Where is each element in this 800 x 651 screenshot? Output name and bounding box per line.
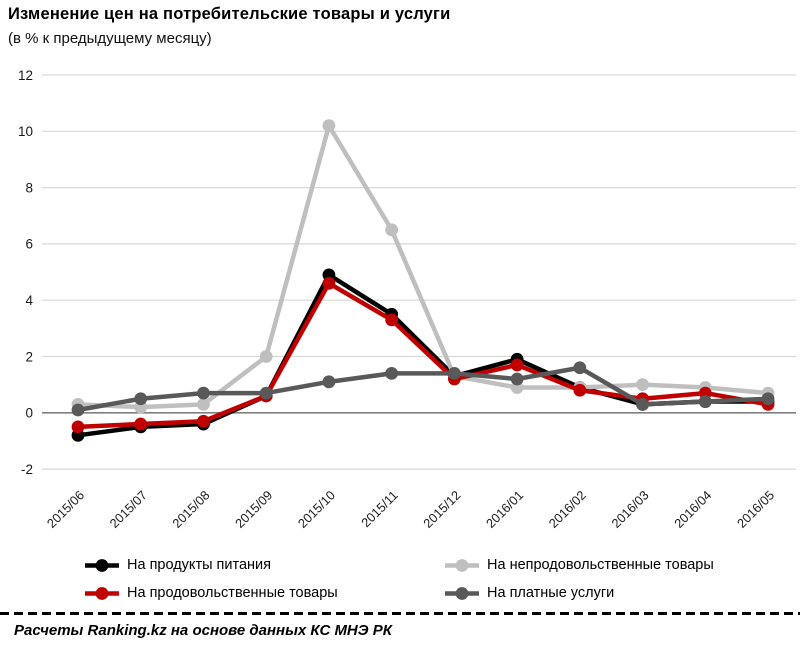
series-line-3 — [75, 365, 771, 413]
x-axis-label: 2016/05 — [734, 488, 777, 531]
series-point-3 — [259, 386, 273, 400]
legend-label: На продукты питания — [127, 557, 271, 573]
x-axis-label: 2016/03 — [608, 488, 651, 531]
legend-item-2: На непродовольственные товары — [444, 557, 784, 573]
line-chart: 12 10 8 6 4 2 0 -2 2015/06 2015/07 2015/08 2015/09 2… — [18, 68, 796, 531]
legend-item-3: На платные услуги — [444, 585, 784, 601]
y-tick-label: 8 — [25, 180, 33, 195]
y-tick-label: -2 — [21, 462, 33, 477]
x-axis-label: 2015/07 — [107, 488, 150, 531]
series-point-3 — [636, 397, 649, 411]
series-point-2 — [385, 223, 399, 237]
x-axis-label: 2015/09 — [232, 488, 275, 531]
series-point-1 — [385, 313, 399, 327]
series-point-2 — [322, 119, 336, 133]
series-point-2 — [259, 350, 273, 363]
series-point-3 — [510, 372, 524, 386]
y-tick-label: 12 — [18, 68, 33, 83]
x-axis-label: 2015/11 — [358, 488, 401, 531]
x-axis-label: 2016/04 — [671, 488, 714, 531]
series-point-3 — [322, 375, 336, 389]
x-axis-label: 2015/06 — [44, 488, 87, 531]
chart-subtitle: (в % к предыдущему месяцу) — [8, 30, 212, 47]
x-axis-label: 2016/01 — [483, 488, 526, 531]
y-tick-label: 6 — [25, 237, 33, 252]
series-point-3 — [761, 392, 775, 406]
y-tick-label: 2 — [25, 349, 33, 364]
series-point-1 — [573, 383, 587, 397]
x-axis-label: 2015/08 — [169, 488, 212, 531]
y-tick-label: 4 — [25, 293, 33, 308]
legend-label: На платные услуги — [487, 585, 615, 601]
series-point-2 — [197, 397, 210, 411]
series-point-3 — [134, 392, 148, 406]
legend-label: На продовольственные товары — [127, 585, 338, 601]
series-point-3 — [698, 395, 712, 408]
chart-legend: На продукты питания На непродовольственны… — [84, 551, 784, 607]
x-axis-label: 2015/10 — [295, 488, 338, 531]
y-tick-label: 10 — [18, 124, 33, 139]
series-point-3 — [71, 403, 85, 417]
legend-line-marker-icon — [85, 558, 119, 572]
legend-item-1: На продовольственные товары — [84, 585, 444, 601]
series-line-1 — [75, 281, 771, 430]
legend-line-marker-icon — [85, 586, 119, 600]
series-point-1 — [197, 414, 210, 428]
legend-label: На непродовольственные товары — [487, 557, 714, 573]
series-point-3 — [197, 386, 210, 400]
footer: Расчеты Ranking.kz на основе данных КС М… — [0, 612, 800, 639]
series-point-1 — [322, 276, 336, 290]
x-axis-label: 2015/12 — [420, 488, 463, 531]
series-point-1 — [510, 358, 524, 372]
source-attribution: Расчеты Ranking.kz на основе данных КС М… — [14, 622, 392, 639]
series-point-1 — [134, 417, 148, 431]
series-point-3 — [385, 366, 399, 380]
legend-item-0: На продукты питания — [84, 557, 444, 573]
series-point-3 — [447, 366, 461, 380]
x-axis-label: 2016/02 — [546, 488, 589, 531]
legend-line-marker-icon — [445, 586, 479, 600]
series-line-2 — [75, 123, 771, 410]
series-point-1 — [71, 420, 85, 434]
series-point-2 — [636, 378, 649, 392]
y-tick-label: 0 — [25, 406, 33, 421]
series-point-3 — [573, 361, 587, 375]
chart-title: Изменение цен на потребительские товары … — [8, 5, 451, 23]
legend-line-marker-icon — [445, 558, 479, 572]
footer-dashed-divider — [0, 612, 800, 615]
